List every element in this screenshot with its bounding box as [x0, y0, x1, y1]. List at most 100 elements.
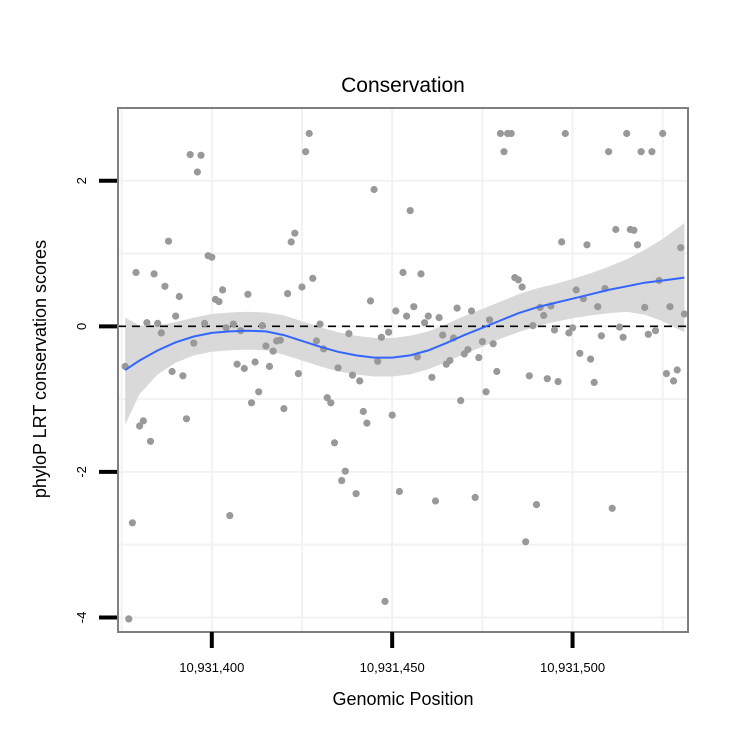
x-tick-label: 10,931,450	[360, 660, 425, 675]
data-point	[255, 388, 263, 396]
data-point	[128, 519, 136, 527]
data-point	[467, 307, 476, 315]
data-point	[666, 303, 674, 311]
data-point	[514, 276, 523, 284]
data-point	[651, 327, 660, 335]
data-point	[532, 501, 541, 509]
data-point	[670, 377, 678, 385]
data-point	[550, 326, 559, 334]
data-point	[612, 225, 620, 234]
data-point	[457, 397, 465, 405]
data-point	[478, 338, 486, 346]
data-point	[316, 320, 324, 328]
data-point	[673, 366, 681, 374]
x-tick-label: 10,931,500	[540, 660, 605, 675]
data-point	[370, 185, 378, 194]
data-point	[363, 419, 371, 427]
data-point	[179, 372, 187, 380]
data-point	[583, 241, 591, 249]
x-tick-label: 10,931,400	[179, 660, 244, 675]
data-point	[399, 268, 407, 277]
data-point	[475, 354, 483, 362]
data-point	[637, 148, 645, 156]
axes: 10,931,400 10,931,450 10,931,500 -4 -2 0 2	[74, 107, 689, 675]
data-point	[276, 336, 284, 344]
confidence-band	[125, 223, 685, 425]
data-point	[143, 319, 151, 327]
plot-area	[118, 107, 688, 632]
data-point	[146, 437, 155, 445]
data-point	[565, 329, 573, 337]
data-point	[421, 319, 429, 327]
data-point	[327, 399, 335, 407]
y-tick-label: 2	[74, 177, 89, 184]
data-point	[630, 226, 638, 234]
data-point	[385, 328, 393, 336]
data-point	[334, 364, 342, 372]
data-point	[403, 312, 411, 320]
data-point	[172, 312, 180, 320]
data-point	[597, 332, 606, 340]
data-point	[265, 362, 274, 370]
data-point	[269, 347, 277, 355]
data-point	[377, 333, 385, 341]
data-point	[587, 355, 595, 363]
data-point	[493, 367, 501, 376]
data-point	[132, 268, 140, 277]
data-point	[413, 353, 421, 361]
data-point	[161, 282, 169, 290]
data-point	[590, 378, 598, 386]
x-axis-title: Genomic Position	[332, 689, 473, 709]
data-point	[417, 270, 425, 278]
data-point	[594, 303, 602, 311]
data-point	[139, 417, 147, 425]
data-point	[453, 304, 461, 312]
data-point	[500, 148, 508, 156]
data-point	[446, 356, 454, 365]
data-point	[157, 329, 165, 337]
data-point	[262, 342, 270, 350]
data-point	[136, 422, 144, 430]
data-point	[193, 168, 201, 176]
data-point	[219, 286, 227, 294]
data-point	[381, 597, 389, 606]
data-point	[201, 319, 209, 327]
data-point	[258, 322, 266, 330]
data-point	[247, 399, 256, 407]
data-point	[291, 229, 299, 237]
loess-smooth-line	[124, 276, 685, 371]
data-point	[608, 504, 616, 512]
data-point	[615, 323, 624, 331]
data-point	[341, 467, 349, 475]
data-point	[352, 490, 360, 498]
data-point	[525, 372, 533, 380]
data-point	[164, 237, 173, 245]
data-point	[644, 330, 652, 338]
data-point	[226, 511, 234, 520]
confidence-band-layer	[125, 223, 685, 425]
data-point	[233, 360, 241, 368]
data-point	[345, 330, 353, 338]
data-point	[561, 129, 569, 138]
data-point	[388, 411, 396, 419]
data-point	[251, 358, 259, 366]
data-point	[302, 148, 310, 156]
data-point	[633, 241, 642, 249]
data-point	[540, 311, 548, 319]
data-point	[305, 129, 313, 138]
data-point	[338, 477, 346, 485]
data-point	[529, 322, 537, 330]
data-point	[154, 319, 162, 327]
data-point	[356, 377, 364, 385]
data-point	[222, 324, 230, 332]
data-point	[482, 388, 490, 396]
data-point	[294, 370, 302, 378]
data-point	[215, 298, 223, 306]
data-point	[623, 129, 631, 138]
y-axis-title: phyloP LRT conservation scores	[30, 240, 50, 498]
data-point	[471, 493, 479, 501]
data-point	[392, 307, 400, 315]
data-point	[284, 290, 292, 298]
data-point	[677, 244, 685, 252]
